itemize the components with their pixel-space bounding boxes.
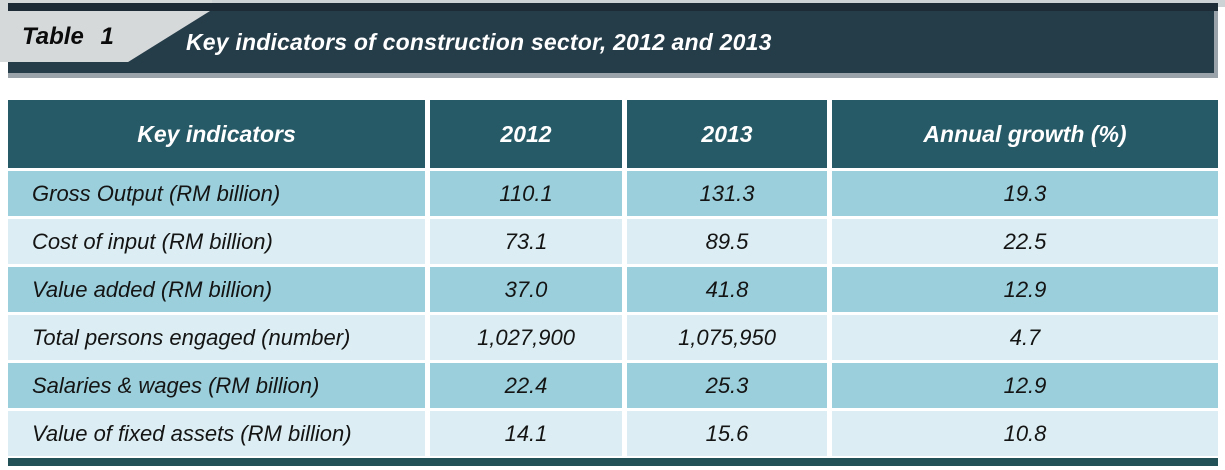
cell-indicator: Total persons engaged (number) [8, 315, 430, 363]
cell-indicator: Salaries & wages (RM billion) [8, 363, 430, 411]
table-row: Value added (RM billion) 37.0 41.8 12.9 [8, 267, 1218, 315]
cell-growth: 19.3 [832, 171, 1218, 219]
cell-2013: 25.3 [627, 363, 832, 411]
cell-indicator: Cost of input (RM billion) [8, 219, 430, 267]
table-row: Cost of input (RM billion) 73.1 89.5 22.… [8, 219, 1218, 267]
table-header-row: Key indicators 2012 2013 Annual growth (… [8, 100, 1218, 171]
cell-indicator: Value added (RM billion) [8, 267, 430, 315]
table-bottom-bar [8, 458, 1218, 466]
cell-2012: 73.1 [430, 219, 627, 267]
cell-growth: 4.7 [832, 315, 1218, 363]
cell-2013: 41.8 [627, 267, 832, 315]
cell-growth: 10.8 [832, 411, 1218, 456]
cell-2013: 131.3 [627, 171, 832, 219]
cell-indicator: Gross Output (RM billion) [8, 171, 430, 219]
table-title: Key indicators of construction sector, 2… [186, 29, 772, 55]
col-header-2013: 2013 [627, 100, 832, 171]
table-row: Salaries & wages (RM billion) 22.4 25.3 … [8, 363, 1218, 411]
cell-2012: 110.1 [430, 171, 627, 219]
cell-growth: 12.9 [832, 267, 1218, 315]
table-caption-banner: Key indicators of construction sector, 2… [0, 0, 1225, 80]
cell-2013: 89.5 [627, 219, 832, 267]
col-header-2012: 2012 [430, 100, 627, 171]
table-row: Value of fixed assets (RM billion) 14.1 … [8, 411, 1218, 456]
cell-growth: 12.9 [832, 363, 1218, 411]
table-row: Gross Output (RM billion) 110.1 131.3 19… [8, 171, 1218, 219]
banner-top-strip [8, 3, 1218, 11]
table-number-label: Table 1 [22, 23, 114, 50]
banner-bar: Key indicators of construction sector, 2… [8, 11, 1218, 78]
cell-2012: 1,027,900 [430, 315, 627, 363]
cell-growth: 22.5 [832, 219, 1218, 267]
cell-indicator: Value of fixed assets (RM billion) [8, 411, 430, 456]
col-header-indicators: Key indicators [8, 100, 430, 171]
table-row: Total persons engaged (number) 1,027,900… [8, 315, 1218, 363]
cell-2012: 22.4 [430, 363, 627, 411]
col-header-growth: Annual growth (%) [832, 100, 1218, 171]
cell-2013: 1,075,950 [627, 315, 832, 363]
cell-2012: 14.1 [430, 411, 627, 456]
cell-2013: 15.6 [627, 411, 832, 456]
cell-2012: 37.0 [430, 267, 627, 315]
key-indicators-table: Key indicators 2012 2013 Annual growth (… [8, 100, 1218, 466]
